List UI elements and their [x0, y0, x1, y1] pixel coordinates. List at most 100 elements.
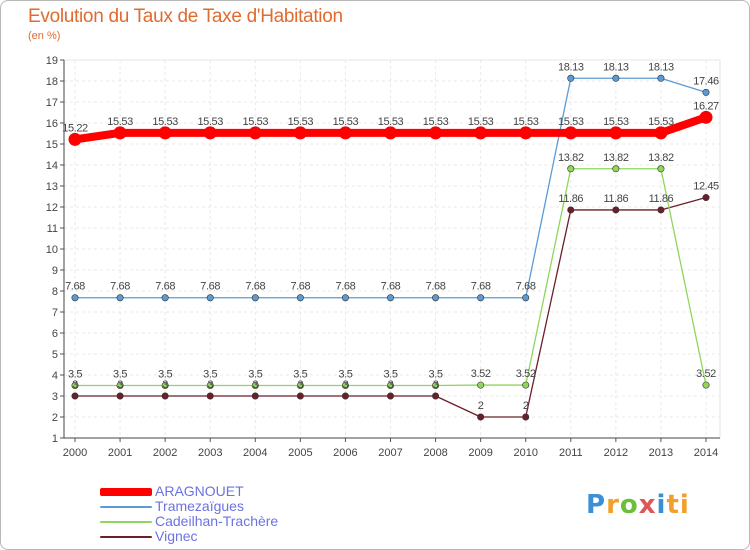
- data-point: [71, 294, 79, 302]
- data-label: 7.68: [245, 281, 265, 293]
- data-point: [477, 294, 485, 302]
- y-tick-label: 13: [46, 181, 58, 193]
- data-label: 7.68: [290, 281, 310, 293]
- data-label: 15.53: [423, 116, 449, 128]
- y-tick-label: 16: [46, 118, 58, 130]
- data-label: 7.68: [426, 281, 446, 293]
- data-point: [567, 74, 575, 82]
- x-tick-label: 2007: [378, 447, 402, 459]
- x-tick-label: 2012: [604, 447, 628, 459]
- data-label: 11.86: [603, 193, 628, 205]
- legend-swatch: [100, 505, 152, 508]
- data-point: [116, 294, 124, 302]
- data-point: [702, 88, 710, 96]
- x-tick-label: 2008: [423, 447, 447, 459]
- data-point: [296, 381, 304, 389]
- data-point: [161, 294, 169, 302]
- proxiti-logo: Proxiti: [586, 490, 690, 520]
- chart-legend: ARAGNOUET Tramezaïgues Cadeilhan-Trachère V…: [100, 484, 278, 544]
- y-tick-label: 17: [46, 97, 58, 109]
- data-label: 12.45: [693, 181, 719, 193]
- data-point: [341, 294, 349, 302]
- data-label: 3.5: [68, 369, 82, 381]
- y-tick-label: 2: [52, 412, 58, 424]
- data-point: [251, 381, 259, 389]
- y-tick-label: 7: [52, 307, 58, 319]
- y-tick-label: 3: [52, 391, 58, 403]
- data-point: [699, 110, 713, 124]
- data-point: [654, 126, 668, 140]
- y-tick-label: 14: [46, 160, 58, 172]
- data-label: 13.82: [558, 152, 584, 164]
- x-tick-label: 2006: [333, 447, 357, 459]
- legend-item: Cadeilhan-Trachère: [100, 514, 278, 529]
- data-label: 18.13: [603, 61, 629, 73]
- legend-item: Tramezaïgues: [100, 499, 278, 514]
- data-label: 7.68: [65, 281, 85, 293]
- data-point: [293, 126, 307, 140]
- data-label: 7.68: [200, 281, 220, 293]
- data-label: 2: [523, 400, 529, 412]
- x-tick-label: 2000: [63, 447, 87, 459]
- data-point: [522, 381, 530, 389]
- legend-item: ARAGNOUET: [100, 484, 278, 499]
- legend-label: Vignec: [155, 528, 198, 544]
- data-label: 15.53: [648, 116, 674, 128]
- data-point: [386, 381, 394, 389]
- y-tick-label: 8: [52, 286, 58, 298]
- x-tick-label: 2013: [649, 447, 673, 459]
- data-label: 15.53: [243, 116, 269, 128]
- data-point: [519, 126, 533, 140]
- y-tick-label: 1: [52, 433, 58, 445]
- data-point: [567, 165, 575, 173]
- data-point: [113, 126, 127, 140]
- y-tick-label: 15: [46, 139, 58, 151]
- data-label: 3: [433, 379, 439, 391]
- data-point: [386, 392, 394, 400]
- data-label: 3: [117, 379, 123, 391]
- data-point: [432, 294, 440, 302]
- data-label: 3.5: [113, 369, 127, 381]
- data-point: [341, 392, 349, 400]
- chart-title: Evolution du Taux de Taxe d'Habitation: [28, 6, 343, 27]
- data-label: 3.5: [248, 369, 262, 381]
- x-tick-label: 2001: [108, 447, 132, 459]
- data-label: 15.53: [152, 116, 178, 128]
- data-label: 16.27: [693, 100, 719, 112]
- data-point: [296, 294, 304, 302]
- y-tick-label: 6: [52, 328, 58, 340]
- data-label: 3: [207, 379, 213, 391]
- data-point: [161, 381, 169, 389]
- data-point: [68, 132, 82, 146]
- x-tick-label: 2003: [198, 447, 222, 459]
- data-label: 15.53: [197, 116, 223, 128]
- data-label: 15.53: [468, 116, 494, 128]
- data-point: [477, 381, 485, 389]
- data-label: 15.53: [378, 116, 404, 128]
- data-label: 3.5: [203, 369, 217, 381]
- data-label: 3.52: [516, 368, 536, 380]
- data-label: 17.46: [693, 75, 719, 87]
- data-point: [429, 126, 443, 140]
- data-label: 13.82: [648, 152, 674, 164]
- data-point: [71, 381, 79, 389]
- data-label: 15.53: [603, 116, 629, 128]
- data-point: [612, 74, 620, 82]
- data-point: [522, 413, 530, 421]
- data-point: [206, 381, 214, 389]
- data-label: 3: [162, 379, 168, 391]
- data-label: 3.5: [338, 369, 352, 381]
- x-tick-label: 2014: [694, 447, 718, 459]
- data-label: 15.53: [513, 116, 539, 128]
- data-point: [386, 294, 394, 302]
- data-label: 3: [72, 379, 78, 391]
- legend-item: Vignec: [100, 529, 278, 544]
- y-tick-label: 18: [46, 76, 58, 88]
- data-label: 11.86: [649, 193, 674, 205]
- data-point: [702, 381, 710, 389]
- legend-swatch: [100, 487, 152, 496]
- data-label: 18.13: [558, 61, 584, 73]
- data-point: [251, 392, 259, 400]
- data-point: [477, 413, 485, 421]
- data-point: [251, 294, 259, 302]
